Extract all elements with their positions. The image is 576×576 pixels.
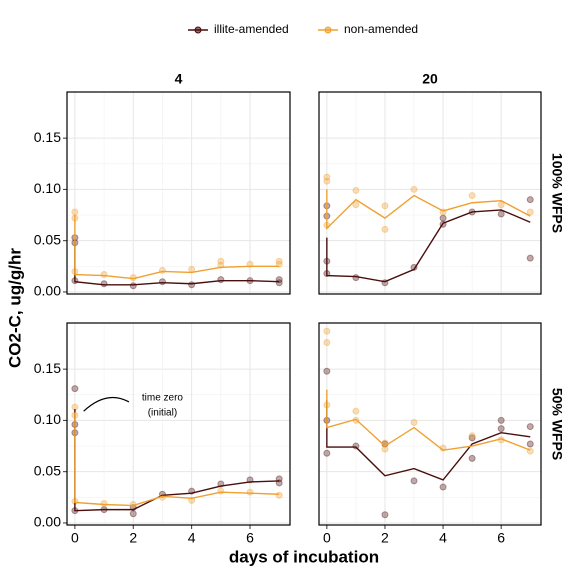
replicate-point — [323, 327, 331, 335]
replicate-point — [526, 254, 534, 262]
x-tick-label: 4 — [439, 530, 447, 546]
replicate-point — [129, 510, 137, 518]
annotation-arrow — [83, 396, 130, 412]
replicate-point — [323, 173, 331, 181]
replicate-point — [468, 432, 476, 440]
x-tick-label: 4 — [188, 530, 196, 546]
y-tick-label: 0.00 — [34, 283, 61, 299]
facet-row-label: 50% WFPS — [549, 388, 565, 460]
replicate-point — [381, 445, 389, 453]
y-tick-label: 0.05 — [34, 462, 61, 478]
replicate-point — [497, 416, 505, 424]
replicate-point — [352, 442, 360, 450]
panel-border — [318, 322, 542, 526]
series-line — [326, 389, 531, 451]
replicate-point — [526, 208, 534, 216]
x-tick-label: 6 — [497, 530, 505, 546]
series-line — [74, 215, 280, 280]
legend-label: illite-amended — [214, 22, 289, 36]
replicate-point — [71, 385, 79, 393]
replicate-point — [381, 202, 389, 210]
y-tick-label: 0.15 — [34, 129, 61, 145]
replicate-point — [100, 280, 108, 288]
replicate-point — [381, 225, 389, 233]
y-tick-label: 0.10 — [34, 411, 61, 427]
replicate-point — [129, 282, 137, 290]
series-line — [326, 209, 531, 283]
replicate-point — [497, 210, 505, 218]
replicate-point — [526, 440, 534, 448]
legend-label: non-amended — [344, 22, 418, 36]
replicate-point — [352, 407, 360, 415]
replicate-point — [439, 214, 447, 222]
x-tick-label: 0 — [323, 530, 331, 546]
series-line — [326, 189, 531, 231]
x-axis-label: days of incubation — [229, 547, 379, 566]
replicate-point — [323, 338, 331, 346]
replicate-point — [526, 423, 534, 431]
legend-marker — [324, 26, 332, 34]
panel-border — [318, 91, 542, 295]
facet-row-label: 100% WFPS — [549, 153, 565, 233]
replicate-point — [439, 483, 447, 491]
y-axis-label: CO2-C, ug/g/hr — [5, 248, 24, 368]
x-tick-label: 2 — [381, 530, 389, 546]
replicate-point — [468, 454, 476, 462]
replicate-point — [410, 477, 418, 485]
annotation: time zero — [142, 392, 184, 403]
replicate-point — [352, 186, 360, 194]
x-tick-label: 6 — [246, 530, 254, 546]
replicate-point — [497, 425, 505, 433]
facet-column-label: 4 — [175, 71, 183, 87]
replicate-point — [381, 511, 389, 519]
replicate-point — [323, 449, 331, 457]
replicate-point — [468, 192, 476, 200]
replicate-point — [217, 257, 225, 265]
replicate-point — [158, 278, 166, 286]
legend-marker — [194, 26, 202, 34]
replicate-point — [410, 418, 418, 426]
replicate-point — [246, 488, 254, 496]
replicate-point — [323, 367, 331, 375]
replicate-point — [100, 499, 108, 507]
replicate-point — [275, 279, 283, 287]
replicate-point — [275, 257, 283, 265]
replicate-point — [468, 434, 476, 442]
replicate-point — [71, 208, 79, 216]
replicate-point — [323, 177, 331, 185]
series-line — [74, 409, 280, 512]
y-tick-label: 0.05 — [34, 231, 61, 247]
y-tick-label: 0.10 — [34, 180, 61, 196]
replicate-point — [188, 281, 196, 289]
replicate-point — [410, 185, 418, 193]
panel-border — [66, 322, 291, 526]
replicate-point — [352, 201, 360, 209]
annotation: (initial) — [148, 407, 177, 418]
x-tick-label: 2 — [129, 530, 137, 546]
y-tick-label: 0.00 — [34, 514, 61, 530]
replicate-point — [217, 276, 225, 284]
replicate-point — [526, 196, 534, 204]
series-line — [74, 240, 280, 286]
facet-column-label: 20 — [422, 71, 438, 87]
series-line — [74, 412, 280, 507]
panel-border — [66, 91, 291, 295]
series-line — [326, 399, 531, 481]
x-tick-label: 0 — [71, 530, 79, 546]
replicate-point — [275, 491, 283, 499]
replicate-point — [497, 201, 505, 209]
y-tick-label: 0.15 — [34, 360, 61, 376]
replicate-point — [100, 271, 108, 279]
